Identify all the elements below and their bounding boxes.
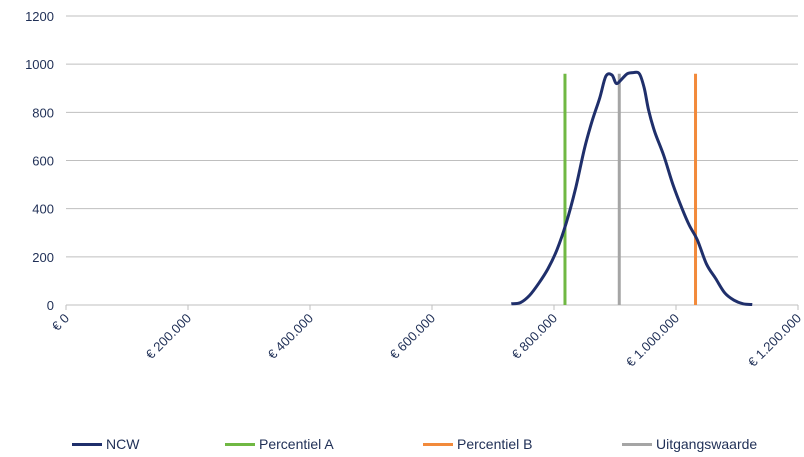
legend-item-percentiel-b: Percentiel B	[423, 436, 532, 452]
x-tick-label-400000: € 400.000	[265, 311, 317, 363]
y-tick-label-800: 800	[32, 105, 54, 120]
x-tick-label-800000: € 800.000	[509, 311, 561, 363]
x-axis-ticks: € 0 € 200.000 € 400.000 € 600.000 € 800.000 €…	[49, 305, 804, 370]
y-tick-label-1200: 1200	[25, 9, 54, 24]
gridlines	[66, 15, 798, 306]
legend-swatch-percentiel-b	[423, 442, 453, 446]
y-axis-ticks: 0 200 400 600 800 1000 1200	[25, 9, 54, 313]
legend-label-percentiel-b: Percentiel B	[457, 436, 533, 452]
legend-item-percentiel-a: Percentiel A	[225, 436, 334, 452]
legend-swatch-percentiel-a	[225, 442, 255, 446]
x-tick-label-600000: € 600.000	[387, 311, 439, 363]
y-tick-label-400: 400	[32, 202, 54, 217]
x-tick-label-0: € 0	[49, 311, 72, 334]
x-tick-label-1200000: € 1.200.000	[745, 311, 804, 370]
legend-swatch-ncw	[72, 442, 102, 446]
legend-item-ncw: NCW	[72, 436, 139, 452]
series-layer	[511, 70, 753, 307]
legend-label-uitgangswaarde: Uitgangswaarde	[656, 436, 758, 452]
legend-label-percentiel-a: Percentiel A	[259, 436, 334, 452]
y-tick-label-600: 600	[32, 154, 54, 169]
series-line-ncw	[511, 70, 753, 307]
y-tick-label-0: 0	[47, 298, 54, 313]
x-tick-label-1000000: € 1.000.000	[623, 311, 682, 370]
legend-item-uitgangswaarde: Uitgangswaarde	[622, 436, 757, 452]
legend-swatch-uitgangswaarde	[622, 442, 652, 446]
legend-label-ncw: NCW	[106, 436, 140, 452]
y-tick-label-200: 200	[32, 250, 54, 265]
x-tick-label-200000: € 200.000	[143, 311, 195, 363]
legend: NCW Percentiel A Percentiel B Uitgangswa…	[60, 436, 804, 456]
y-tick-label-1000: 1000	[25, 57, 54, 72]
